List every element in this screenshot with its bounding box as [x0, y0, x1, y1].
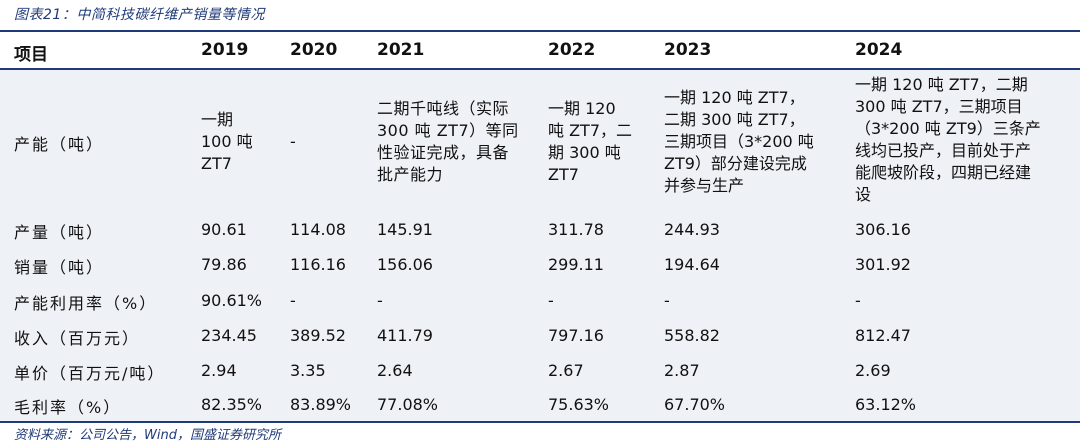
header-item: 项目: [14, 45, 48, 65]
top-rule: [0, 30, 1080, 32]
bottom-rule: [0, 421, 1080, 423]
cell-utilization-2020: -: [290, 291, 296, 310]
cell-output-2019: 90.61: [201, 220, 247, 239]
cell-output-2022: 311.78: [548, 220, 604, 239]
cell-capacity-2022: 一期 120 吨 ZT7，二 期 300 吨 ZT7: [548, 99, 633, 184]
header-2024: 2024: [855, 40, 903, 60]
cell-sales-2019: 79.86: [201, 255, 247, 274]
table-caption: 图表21：中简科技碳纤维产销量等情况: [14, 7, 265, 23]
cell-revenue-2022: 797.16: [548, 326, 604, 345]
cell-margin-2022: 75.63%: [548, 395, 610, 414]
cell-sales-2021: 156.06: [377, 255, 433, 274]
cell-revenue-2024: 812.47: [855, 326, 911, 345]
cell-utilization-2024: -: [855, 291, 861, 310]
cell-price-2022: 2.67: [548, 361, 584, 380]
header-rule: [0, 68, 1080, 70]
cell-capacity-2019: 一期 100 吨 ZT7: [201, 110, 253, 173]
cell-revenue-2019: 234.45: [201, 326, 257, 345]
row-label-sales: 销量（吨）: [14, 258, 105, 277]
row-label-margin: 毛利率（%）: [14, 398, 122, 417]
row-label-capacity: 产能（吨）: [14, 135, 105, 154]
cell-revenue-2023: 558.82: [664, 326, 720, 345]
cell-utilization-2021: -: [377, 291, 383, 310]
cell-output-2024: 306.16: [855, 220, 911, 239]
cell-margin-2021: 77.08%: [377, 395, 439, 414]
header-2023: 2023: [664, 40, 712, 60]
cell-capacity-2023: 一期 120 吨 ZT7， 二期 300 吨 ZT7， 三期项目（3*200 吨…: [664, 88, 814, 195]
cell-price-2019: 2.94: [201, 361, 237, 380]
cell-utilization-2022: -: [548, 291, 554, 310]
cell-output-2023: 244.93: [664, 220, 720, 239]
cell-revenue-2020: 389.52: [290, 326, 346, 345]
row-label-revenue: 收入（百万元）: [14, 329, 141, 348]
cell-margin-2019: 82.35%: [201, 395, 263, 414]
cell-price-2021: 2.64: [377, 361, 413, 380]
cell-sales-2024: 301.92: [855, 255, 911, 274]
cell-margin-2020: 83.89%: [290, 395, 352, 414]
header-2022: 2022: [548, 40, 596, 60]
cell-price-2020: 3.35: [290, 361, 326, 380]
cell-revenue-2021: 411.79: [377, 326, 433, 345]
header-2021: 2021: [377, 40, 425, 60]
cell-output-2021: 145.91: [377, 220, 433, 239]
table-body: [0, 70, 1080, 421]
row-label-utilization: 产能利用率（%）: [14, 294, 158, 313]
cell-utilization-2023: -: [664, 291, 670, 310]
cell-output-2020: 114.08: [290, 220, 346, 239]
header-2020: 2020: [290, 40, 338, 60]
cell-sales-2022: 299.11: [548, 255, 604, 274]
cell-margin-2023: 67.70%: [664, 395, 726, 414]
cell-capacity-2021: 二期千吨线（实际 300 吨 ZT7）等同 性验证完成，具备 批产能力: [377, 99, 519, 184]
header-row: [0, 32, 1080, 68]
cell-capacity-2024: 一期 120 吨 ZT7，二期 300 吨 ZT7，三期项目 （3*200 吨 …: [855, 75, 1041, 204]
cell-price-2023: 2.87: [664, 361, 700, 380]
cell-sales-2020: 116.16: [290, 255, 346, 274]
header-2019: 2019: [201, 40, 249, 60]
cell-margin-2024: 63.12%: [855, 395, 917, 414]
row-label-price: 单价（百万元/吨）: [14, 364, 166, 383]
row-label-output: 产量（吨）: [14, 223, 105, 242]
cell-price-2024: 2.69: [855, 361, 891, 380]
cell-sales-2023: 194.64: [664, 255, 720, 274]
source-note: 资料来源：公司公告，Wind，国盛证券研究所: [14, 428, 281, 443]
cell-capacity-2020: -: [290, 132, 296, 151]
cell-utilization-2019: 90.61%: [201, 291, 263, 310]
